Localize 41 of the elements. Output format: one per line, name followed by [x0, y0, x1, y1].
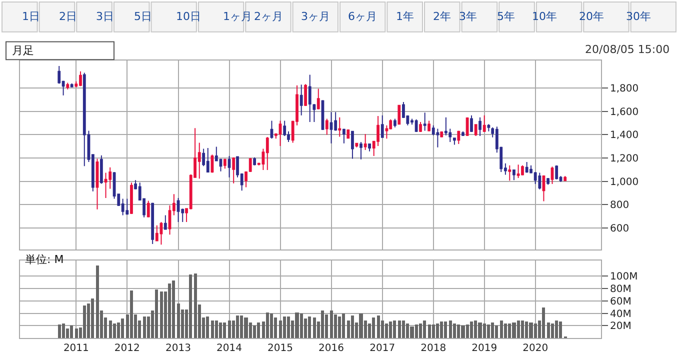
x-tick-label: 2012 — [114, 343, 140, 354]
x-tick-label: 2014 — [216, 343, 242, 354]
y-tick-label: 40M — [610, 308, 632, 320]
x-tick-label: 2019 — [472, 343, 498, 354]
text: 1ヶ月 — [223, 10, 252, 23]
text: 5日 — [134, 10, 152, 23]
text: 20/08/05 15:00 — [585, 43, 670, 56]
text: 2日 — [59, 10, 77, 23]
y-tick-label: 1,000 — [610, 176, 639, 188]
y-tick-label: 60M — [610, 296, 632, 308]
text: 10日 — [176, 10, 201, 23]
y-tick-label: 1,400 — [610, 130, 639, 142]
text: 2年 — [433, 10, 451, 23]
text: 20年 — [579, 10, 604, 23]
x-tick-label: 2013 — [166, 343, 192, 354]
y-tick-label: 20M — [610, 321, 632, 332]
text: 3ヶ月 — [301, 10, 330, 23]
y-tick-label: 600 — [610, 224, 630, 235]
y-tick-label: 1,600 — [610, 106, 639, 118]
x-tick-label: 2017 — [370, 343, 396, 354]
text: 10年 — [532, 10, 557, 23]
y-tick-label: 1,800 — [610, 84, 639, 95]
text: 3年 — [459, 10, 477, 23]
x-tick-label: 2011 — [63, 343, 89, 354]
text: 30年 — [626, 10, 651, 23]
text: 2ヶ月 — [254, 10, 283, 23]
text: 3日 — [96, 10, 114, 23]
x-tick-label: 2016 — [318, 343, 344, 354]
text: 6ヶ月 — [348, 10, 377, 23]
text: 月足 — [12, 44, 34, 57]
y-tick-label: 1,200 — [610, 154, 639, 165]
y-tick-label: 100M — [610, 272, 638, 283]
text: 1年 — [396, 10, 414, 23]
text: 1日 — [22, 10, 40, 23]
x-tick-label: 2015 — [268, 343, 293, 354]
y-tick-label: 80M — [610, 284, 632, 295]
y-tick-label: 800 — [610, 200, 630, 212]
x-tick-label: 2018 — [420, 343, 446, 354]
text: 5年 — [497, 10, 515, 23]
annotation: 単位: M — [25, 253, 64, 266]
x-tick-label: 2020 — [522, 343, 548, 354]
